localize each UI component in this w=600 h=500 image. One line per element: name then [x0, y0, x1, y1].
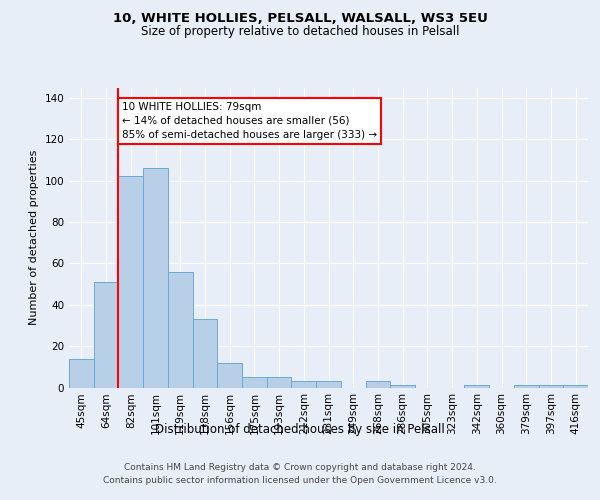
Text: 10 WHITE HOLLIES: 79sqm
← 14% of detached houses are smaller (56)
85% of semi-de: 10 WHITE HOLLIES: 79sqm ← 14% of detache… — [122, 102, 377, 140]
Bar — [464, 386, 489, 388]
Bar — [217, 362, 242, 388]
Bar — [267, 377, 292, 388]
Text: Distribution of detached houses by size in Pelsall: Distribution of detached houses by size … — [155, 422, 445, 436]
Bar — [292, 382, 316, 388]
Y-axis label: Number of detached properties: Number of detached properties — [29, 150, 39, 325]
Bar — [365, 382, 390, 388]
Bar — [563, 386, 588, 388]
Bar — [514, 386, 539, 388]
Bar — [118, 176, 143, 388]
Bar — [94, 282, 118, 388]
Bar — [390, 386, 415, 388]
Bar — [539, 386, 563, 388]
Text: Size of property relative to detached houses in Pelsall: Size of property relative to detached ho… — [141, 25, 459, 38]
Bar — [193, 319, 217, 388]
Bar — [143, 168, 168, 388]
Bar — [316, 382, 341, 388]
Bar — [168, 272, 193, 388]
Text: Contains HM Land Registry data © Crown copyright and database right 2024.: Contains HM Land Registry data © Crown c… — [124, 462, 476, 471]
Text: 10, WHITE HOLLIES, PELSALL, WALSALL, WS3 5EU: 10, WHITE HOLLIES, PELSALL, WALSALL, WS3… — [113, 12, 487, 26]
Bar — [69, 358, 94, 388]
Bar — [242, 377, 267, 388]
Text: Contains public sector information licensed under the Open Government Licence v3: Contains public sector information licen… — [103, 476, 497, 485]
